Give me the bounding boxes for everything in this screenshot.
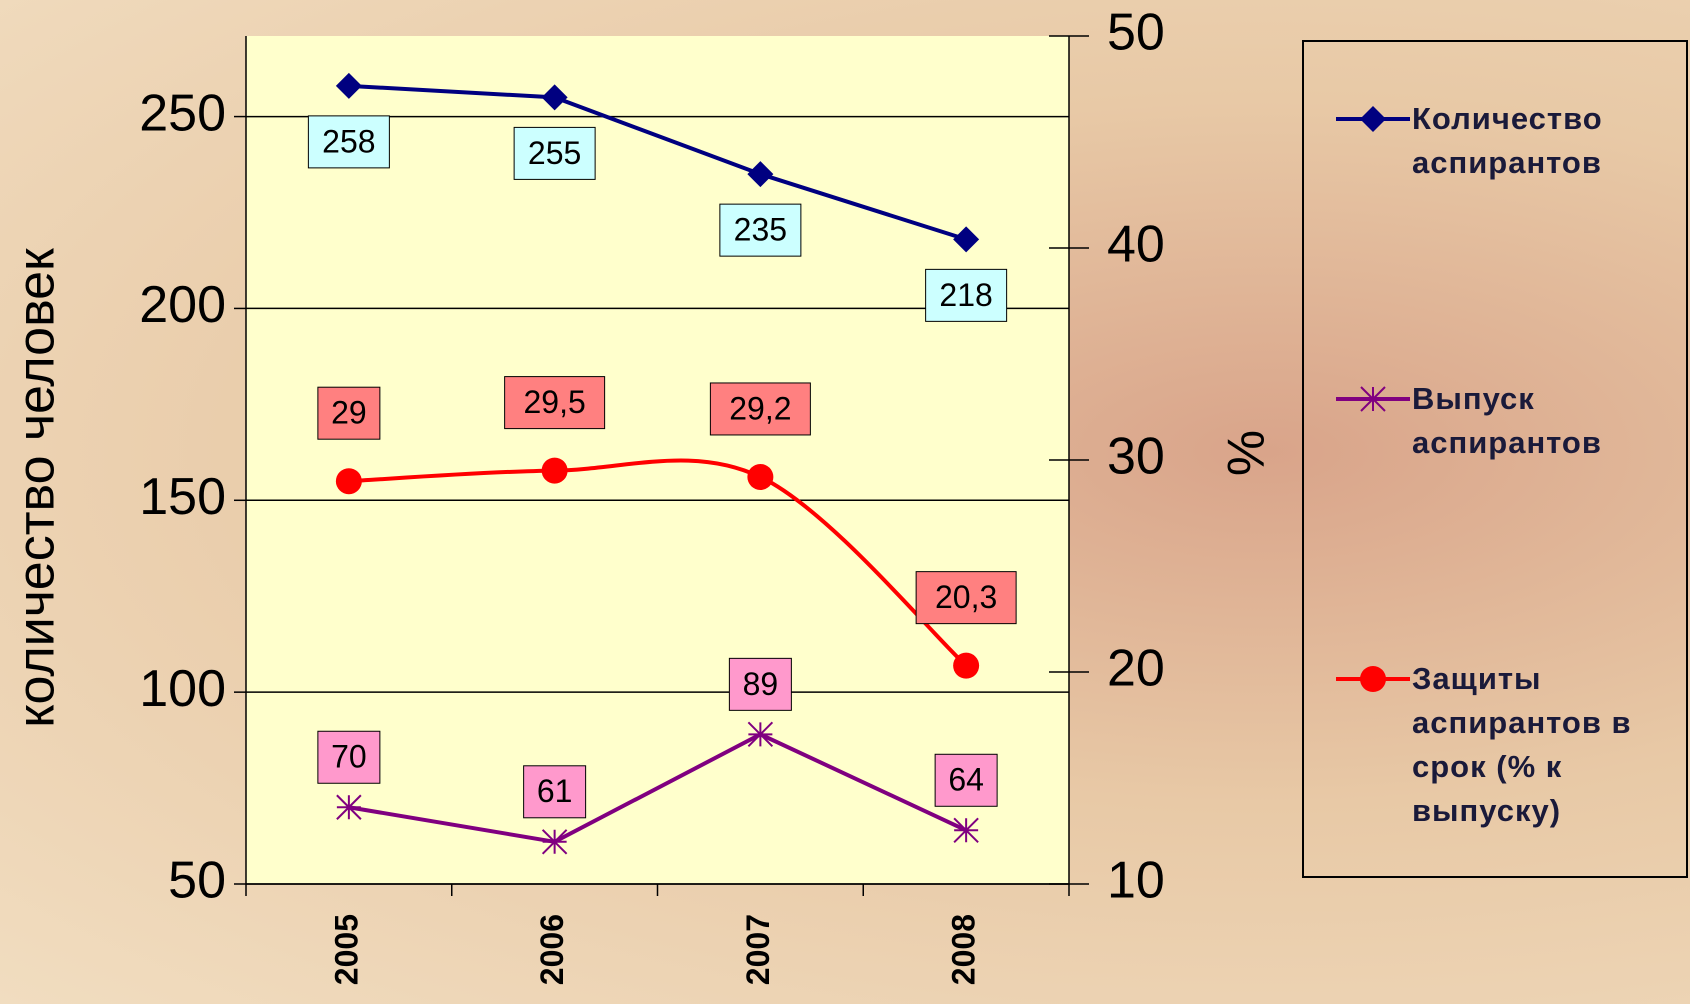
data-label: 235 <box>734 212 787 248</box>
data-point <box>954 818 978 842</box>
legend-marker <box>1334 377 1412 421</box>
x-tick-label: 2007 <box>740 914 776 985</box>
y2-axis-label: % <box>1218 430 1276 476</box>
legend-symbol <box>1361 387 1385 411</box>
data-point <box>542 458 568 484</box>
y-tick-label: 100 <box>139 660 226 718</box>
legend-item: Выпуск аспирантов <box>1334 377 1682 465</box>
y-tick-label: 200 <box>139 276 226 334</box>
x-tick-label: 2008 <box>946 914 982 985</box>
legend: Количество аспирантов Выпуск аспирантов За… <box>1302 40 1688 878</box>
legend-item: Количество аспирантов <box>1334 97 1682 185</box>
y2-tick-label: 50 <box>1107 4 1165 62</box>
y2-tick-label: 20 <box>1107 640 1165 698</box>
data-point <box>748 722 772 746</box>
data-label: 61 <box>537 773 573 809</box>
data-point <box>336 468 362 494</box>
data-point <box>337 795 361 819</box>
data-point <box>543 830 567 854</box>
data-label: 89 <box>743 666 779 702</box>
y-tick-label: 50 <box>168 852 226 910</box>
data-label: 218 <box>939 277 992 313</box>
y2-tick-label: 30 <box>1107 428 1165 486</box>
legend-label: Выпуск аспирантов <box>1412 377 1682 465</box>
y-tick-label: 150 <box>139 468 226 526</box>
data-point <box>953 653 979 679</box>
y-axis-label: количество человек <box>8 248 66 728</box>
y2-tick-label: 40 <box>1107 216 1165 274</box>
data-label: 29,2 <box>729 390 791 426</box>
data-label: 29 <box>331 395 367 431</box>
data-label: 64 <box>948 762 984 798</box>
legend-symbol <box>1360 666 1386 692</box>
x-tick-label: 2005 <box>328 914 364 985</box>
y2-tick-label: 10 <box>1107 852 1165 910</box>
legend-marker <box>1334 97 1412 141</box>
legend-symbol <box>1360 106 1386 132</box>
data-label: 20,3 <box>935 579 997 615</box>
y-tick-label: 250 <box>139 84 226 142</box>
legend-label: Количество аспирантов <box>1412 97 1682 185</box>
data-label: 255 <box>528 135 581 171</box>
data-label: 29,5 <box>523 384 585 420</box>
data-point <box>747 464 773 490</box>
legend-label: Защиты аспирантов в срок (% к выпуску) <box>1412 657 1682 833</box>
page: количество человек % 50 100 150 200 250 10 20 3… <box>0 0 1690 1004</box>
legend-item: Защиты аспирантов в срок (% к выпуску) <box>1334 657 1682 833</box>
x-tick-label: 2006 <box>534 914 570 985</box>
data-label: 70 <box>331 739 367 775</box>
data-label: 258 <box>322 123 375 159</box>
legend-marker <box>1334 657 1412 701</box>
